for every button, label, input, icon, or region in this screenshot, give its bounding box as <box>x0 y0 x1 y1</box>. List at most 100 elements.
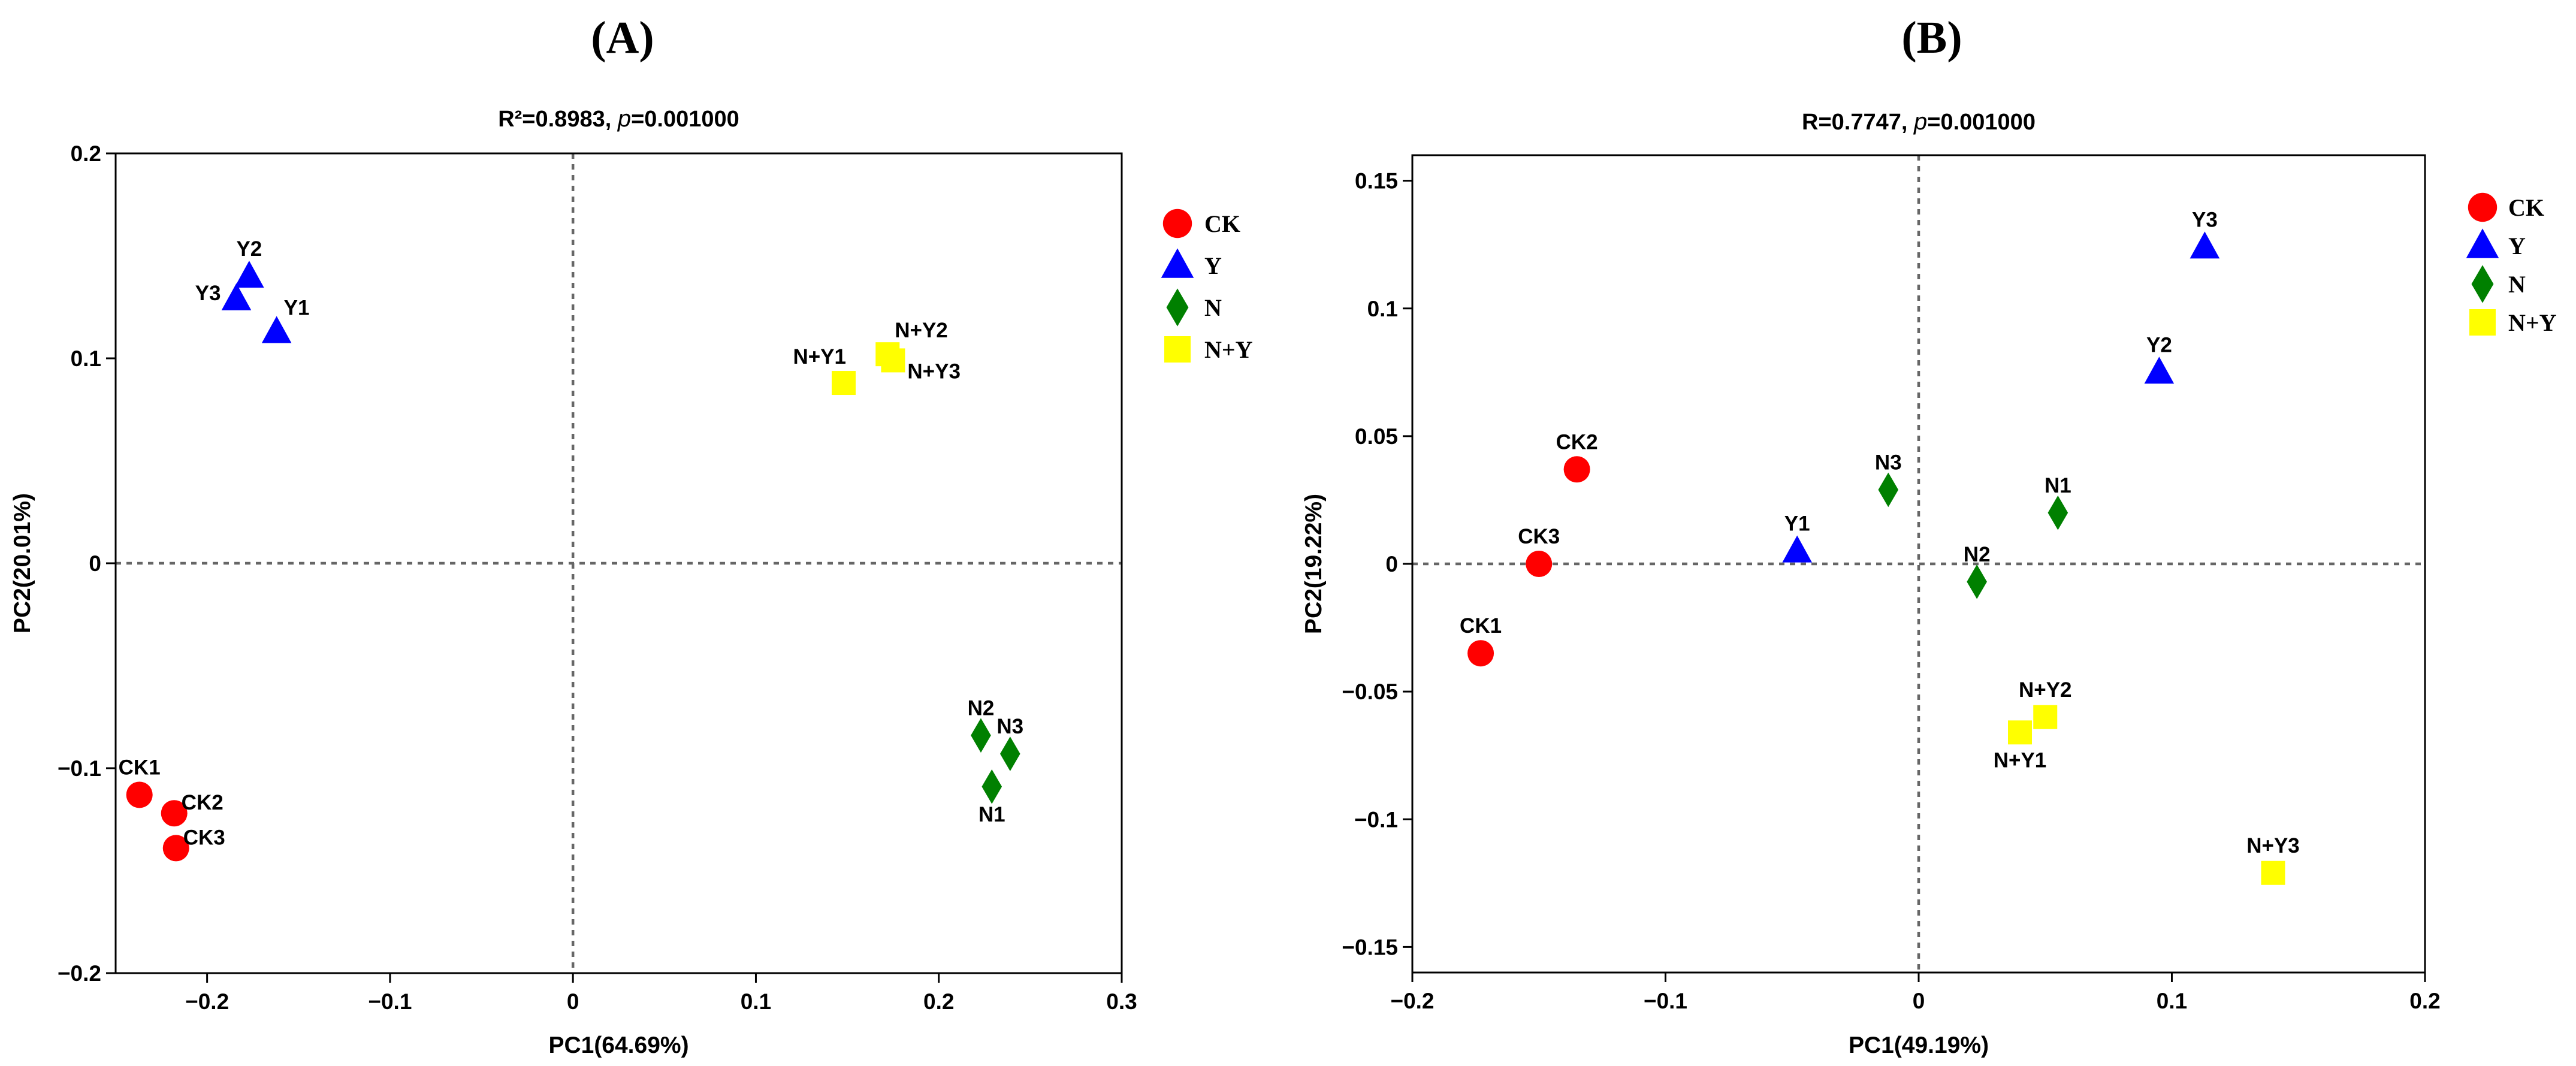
data-point-y1 <box>1782 535 1812 563</box>
legend-marker-y <box>1161 248 1194 278</box>
y-axis-label: PC2(20.01%) <box>10 493 35 633</box>
legend-marker-n <box>1166 288 1189 327</box>
x-axis-label: PC1(64.69%) <box>548 1032 688 1058</box>
y-tick-label: 0.1 <box>71 346 101 371</box>
point-label: CK1 <box>1460 614 1502 638</box>
chart-subtitle: R²=0.8983, p=0.001000 <box>498 105 739 132</box>
x-tick-label: −0.2 <box>1390 989 1434 1013</box>
chart-subtitle: R=0.7747, p=0.001000 <box>1802 108 2036 135</box>
subtitle-p: p <box>1913 108 1927 135</box>
point-label: N3 <box>1875 451 1902 474</box>
point-label: Y1 <box>284 297 310 320</box>
y-tick-label: −0.1 <box>1354 807 1398 832</box>
point-label: Y2 <box>2146 333 2172 357</box>
point-label: Y3 <box>195 282 221 305</box>
x-tick-label: 0.3 <box>1106 989 1137 1014</box>
x-tick-label: −0.1 <box>1644 989 1687 1013</box>
data-point-ck1 <box>126 781 153 808</box>
x-tick-label: −0.2 <box>185 989 229 1014</box>
point-label: CK3 <box>1518 525 1560 548</box>
point-label: N+Y1 <box>1994 748 2047 772</box>
point-label: N2 <box>1964 543 1991 566</box>
x-tick-label: 0.2 <box>2409 989 2440 1013</box>
point-label: N1 <box>979 803 1005 826</box>
x-tick-label: 0.1 <box>741 989 771 1014</box>
y-tick-label: 0 <box>89 551 101 576</box>
legend-label: N <box>1204 294 1222 321</box>
point-label: N+Y3 <box>907 360 961 383</box>
subtitle-stat: R=0.7747, <box>1802 110 1914 135</box>
data-point-ck3 <box>1526 551 1553 577</box>
data-point-y1 <box>261 316 292 343</box>
data-point-n1 <box>982 769 1002 804</box>
legend-label: N <box>2508 271 2526 298</box>
point-label: CK3 <box>183 826 225 849</box>
y-tick-label: 0.1 <box>1367 297 1398 321</box>
data-point-n2 <box>1967 564 1987 599</box>
data-point-n-y1 <box>2008 720 2032 745</box>
y-tick-label: 0 <box>1385 552 1398 576</box>
data-point-n3 <box>999 736 1020 771</box>
legend-marker-ck <box>2468 192 2498 222</box>
subtitle-pvalue: =0.001000 <box>631 107 739 132</box>
y-tick-label: 0.2 <box>71 141 101 166</box>
legend-marker-n-y <box>1164 336 1191 363</box>
point-label: Y3 <box>2192 208 2218 231</box>
legend-label: CK <box>1204 210 1240 237</box>
legend-label: Y <box>1204 252 1222 279</box>
data-point-ck2 <box>161 800 188 827</box>
point-label: N+Y1 <box>793 345 846 369</box>
data-point-y2 <box>234 261 264 288</box>
point-label: Y2 <box>236 237 262 261</box>
point-label: N1 <box>2045 474 2071 497</box>
data-point-y3 <box>2190 231 2220 259</box>
x-tick-label: 0.2 <box>923 989 954 1014</box>
point-label: Y1 <box>1784 512 1810 536</box>
y-tick-label: −0.1 <box>58 756 101 781</box>
data-point-n-y3 <box>2261 860 2285 885</box>
point-label: N2 <box>968 696 995 720</box>
legend-marker-n-y <box>2469 309 2496 336</box>
chart-panel-b: (B) R=0.7747, p=0.001000 −0.2 −0.1 0 0.1 0.2 −0… <box>1301 13 2557 1058</box>
subtitle-stat: R²=0.8983, <box>498 107 618 132</box>
y-tick-label: 0.05 <box>1355 424 1398 449</box>
x-tick-label: −0.1 <box>368 989 412 1014</box>
point-label: N+Y2 <box>895 319 948 342</box>
y-tick-label: −0.05 <box>1342 680 1398 704</box>
data-point-n3 <box>1878 472 1899 508</box>
data-point-n-y2 <box>2033 705 2058 729</box>
legend-marker-y <box>2466 228 2499 258</box>
point-label: CK2 <box>1556 430 1598 454</box>
data-point-ck1 <box>1467 640 1494 667</box>
x-tick-label: 0.1 <box>2157 989 2187 1013</box>
subtitle-p: p <box>617 105 631 132</box>
chart-panel-a: (A) R²=0.8983, p=0.001000 −0.2 −0.1 0 0.1 0.2 0… <box>10 13 1253 1058</box>
point-label: N+Y3 <box>2246 834 2300 857</box>
y-axis-label: PC2(19.22%) <box>1301 494 1327 634</box>
legend-marker-ck <box>1162 209 1192 238</box>
data-point-y2 <box>2144 357 2175 384</box>
data-point-ck3 <box>162 835 189 862</box>
y-tick-label: 0.15 <box>1355 169 1398 194</box>
data-point-n-y3 <box>881 348 905 373</box>
data-point-ck2 <box>1563 456 1590 483</box>
legend-label: N+Y <box>2508 309 2557 336</box>
point-label: CK2 <box>182 791 224 814</box>
legend-label: N+Y <box>1204 336 1253 363</box>
subtitle-pvalue: =0.001000 <box>1927 110 2036 135</box>
panel-label: (A) <box>591 13 654 63</box>
data-point-n-y1 <box>831 371 856 395</box>
panel-label: (B) <box>1901 13 1962 63</box>
point-label: N3 <box>996 715 1023 738</box>
legend-label: CK <box>2508 194 2544 221</box>
data-point-n2 <box>971 718 991 753</box>
data-point-y3 <box>221 283 252 310</box>
point-label: N+Y2 <box>2019 678 2072 702</box>
y-tick-label: −0.2 <box>58 961 101 986</box>
x-axis-label: PC1(49.19%) <box>1849 1032 1989 1058</box>
point-label: CK1 <box>119 756 161 779</box>
x-tick-label: 0 <box>567 989 579 1014</box>
legend-label: Y <box>2508 232 2526 259</box>
x-tick-label: 0 <box>1913 989 1925 1013</box>
